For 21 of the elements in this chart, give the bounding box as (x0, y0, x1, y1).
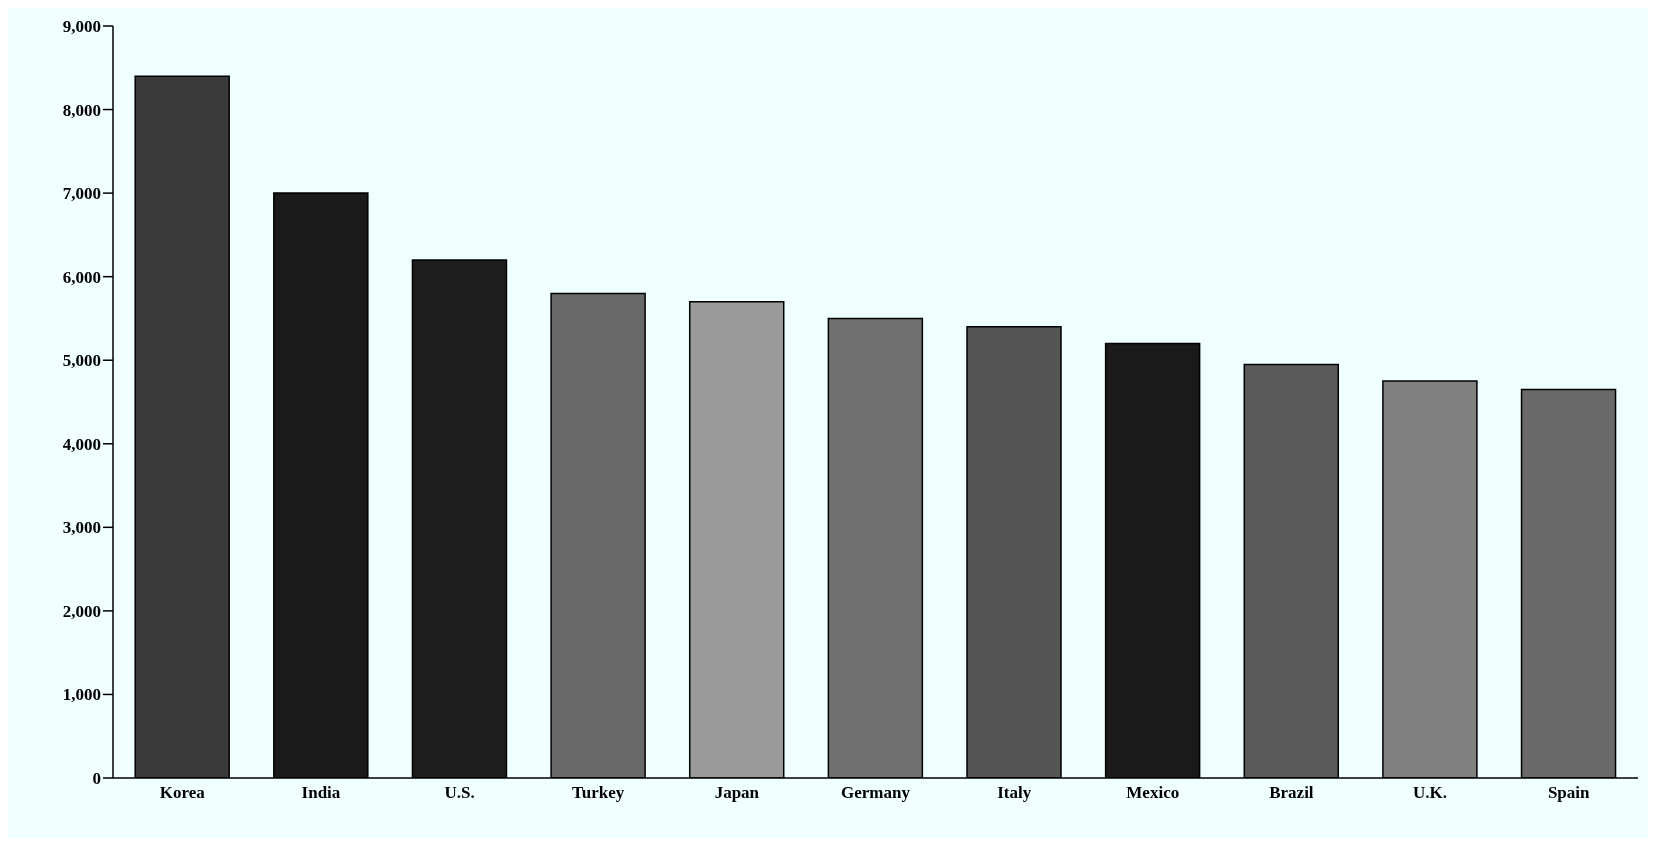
y-tick-label: 9,000 (62, 17, 101, 37)
x-tick-label: Japan (714, 783, 760, 803)
y-tick-label: 7,000 (62, 184, 101, 204)
x-tick-label: Mexico (1126, 783, 1180, 803)
x-tick-label: India (301, 783, 341, 803)
y-tick-label: 6,000 (62, 267, 101, 287)
x-tick-label: Germany (841, 783, 911, 803)
y-tick-label: 5,000 (62, 351, 101, 371)
x-tick-label: Spain (1547, 783, 1591, 803)
x-tick-label: Turkey (572, 783, 625, 803)
x-tick-label: Korea (159, 783, 206, 803)
y-tick-label: 8,000 (62, 100, 101, 120)
y-tick-label: 1,000 (62, 685, 101, 705)
x-tick-label: Italy (997, 783, 1032, 803)
x-tick-label: U.S. (444, 783, 475, 803)
y-tick-label: 4,000 (62, 434, 101, 454)
x-tick-label: Brazil (1269, 783, 1314, 803)
x-tick-label: U.K. (1413, 783, 1448, 803)
y-tick-label: 2,000 (62, 601, 101, 621)
y-tick-label: 0 (92, 769, 101, 789)
y-tick-label: 3,000 (62, 518, 101, 538)
